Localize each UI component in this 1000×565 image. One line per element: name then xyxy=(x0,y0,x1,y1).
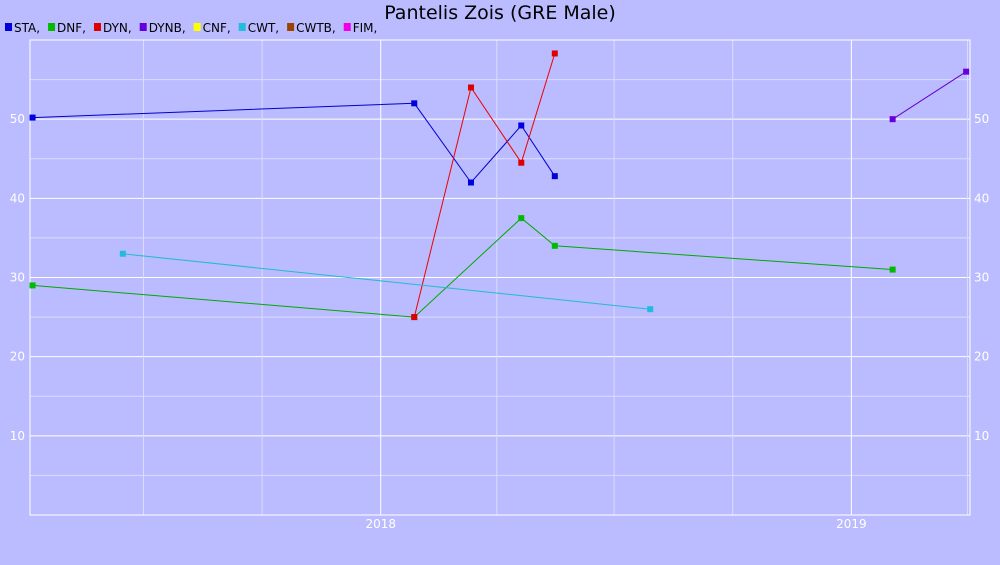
legend-swatch xyxy=(139,23,147,31)
data-point xyxy=(551,50,558,57)
series-line xyxy=(892,71,967,120)
data-point xyxy=(29,114,36,121)
data-point xyxy=(29,282,36,289)
y-tick-label-left: 10 xyxy=(10,429,25,443)
series-line xyxy=(122,253,651,310)
legend-label: CWTB, xyxy=(296,21,336,35)
x-tick-label: 2019 xyxy=(836,517,867,531)
y-tick-label-right: 20 xyxy=(974,350,989,364)
legend-label: DYNB, xyxy=(149,21,186,35)
legend-swatch xyxy=(5,23,12,31)
data-point xyxy=(467,84,474,91)
series-dyn xyxy=(411,50,558,321)
series-line xyxy=(32,102,556,184)
series-line xyxy=(32,217,893,318)
grid xyxy=(30,40,970,515)
data-point xyxy=(551,242,558,249)
data-point xyxy=(647,306,654,313)
legend-label: DYN, xyxy=(103,21,132,35)
data-point xyxy=(411,314,418,321)
chart-title: Pantelis Zois (GRE Male) xyxy=(384,2,616,24)
data-point xyxy=(889,116,896,123)
series-dynb xyxy=(889,68,970,123)
data-point xyxy=(963,68,970,75)
data-point xyxy=(467,179,474,186)
y-tick-label-right: 10 xyxy=(974,429,989,443)
y-tick-label-right: 50 xyxy=(974,112,989,126)
data-point xyxy=(518,122,525,129)
data-point xyxy=(889,266,896,273)
y-tick-label-left: 40 xyxy=(10,191,25,205)
data-point xyxy=(551,173,558,180)
series-dnf xyxy=(29,215,896,321)
legend-swatch xyxy=(238,23,246,31)
data-point xyxy=(119,250,126,257)
x-tick-label: 2018 xyxy=(365,517,396,531)
legend-label: DNF, xyxy=(57,21,86,35)
data-point xyxy=(411,100,418,107)
data-point xyxy=(518,215,525,222)
y-tick-label-right: 30 xyxy=(974,271,989,285)
legend-label: STA, xyxy=(14,21,40,35)
y-tick-label-right: 40 xyxy=(974,191,989,205)
series-sta xyxy=(29,100,558,186)
legend-swatch xyxy=(343,23,351,31)
y-tick-label-left: 50 xyxy=(10,112,25,126)
axes: 10 10 20 20 30 30 40 40 50 50 2018 2019 xyxy=(10,39,989,531)
data-point xyxy=(518,159,525,166)
legend-swatch xyxy=(287,23,295,31)
legend: STA, DNF, DYN, DYNB, CNF, CWT, CWTB, FIM, xyxy=(5,21,377,35)
plot-border xyxy=(29,39,971,516)
series-line xyxy=(413,53,556,318)
legend-label: FIM, xyxy=(353,21,378,35)
legend-swatch xyxy=(93,23,101,31)
legend-label: CWT, xyxy=(248,21,279,35)
y-tick-label-left: 30 xyxy=(10,271,25,285)
legend-label: CNF, xyxy=(203,21,231,35)
legend-swatch xyxy=(48,23,56,31)
series-cwt xyxy=(119,250,654,313)
series-layer xyxy=(29,50,970,321)
y-tick-label-left: 20 xyxy=(10,350,25,364)
legend-swatch xyxy=(193,23,201,31)
